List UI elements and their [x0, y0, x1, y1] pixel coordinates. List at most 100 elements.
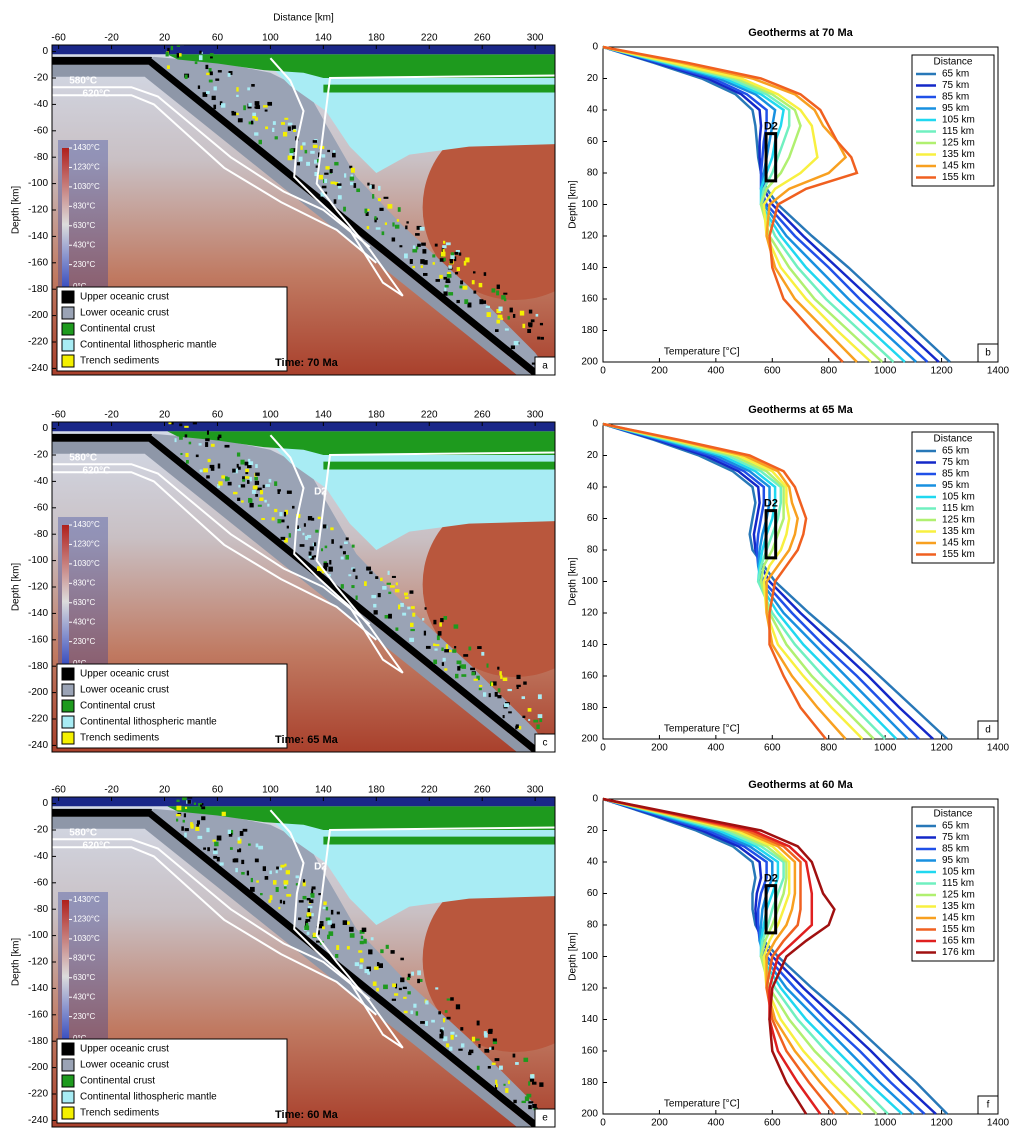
speckle	[422, 618, 424, 621]
y-axis-label: Depth [km]	[11, 938, 22, 987]
speckle	[185, 434, 188, 437]
speckle	[280, 900, 282, 904]
y-tick-label: -120	[28, 957, 48, 968]
speckle	[367, 183, 369, 186]
y-tick-label: -60	[34, 502, 49, 513]
y-tick-label: -200	[28, 1062, 48, 1073]
speckle	[378, 593, 381, 597]
y-tick-label: -20	[34, 73, 49, 84]
speckle	[298, 918, 301, 921]
speckle	[206, 91, 210, 94]
speckle	[358, 950, 362, 952]
speckle	[337, 912, 340, 915]
speckle	[417, 244, 421, 247]
speckle	[260, 490, 263, 494]
speckle	[177, 412, 179, 415]
speckle	[473, 291, 476, 294]
legend-label: 65 km	[942, 446, 969, 457]
speckle	[451, 252, 454, 255]
speckle	[450, 997, 454, 1000]
speckle	[177, 53, 179, 58]
speckle	[425, 1000, 428, 1004]
speckle	[443, 1036, 448, 1041]
speckle	[378, 186, 381, 191]
speckle	[308, 906, 312, 908]
x-tick-label: -20	[104, 33, 119, 44]
speckle	[264, 500, 266, 503]
speckle	[257, 488, 262, 491]
speckle	[307, 898, 311, 900]
speckle	[487, 663, 489, 667]
speckle	[345, 555, 349, 560]
speckle	[375, 576, 378, 579]
x-tick-label: -60	[51, 33, 66, 44]
speckle	[351, 168, 355, 173]
speckle	[455, 674, 458, 678]
speckle	[379, 208, 383, 211]
speckle	[392, 576, 396, 578]
speckle	[263, 485, 265, 488]
speckle	[416, 1011, 418, 1015]
y-tick-label: -40	[34, 99, 49, 110]
legend-label: 165 km	[942, 936, 975, 947]
speckle	[241, 484, 245, 487]
time-label: Time: 70 Ma	[275, 357, 339, 369]
speckle	[269, 479, 272, 483]
legend-swatch	[62, 1091, 74, 1103]
speckle	[288, 123, 293, 126]
speckle	[443, 291, 447, 295]
y-axis-label: Depth [km]	[11, 186, 22, 235]
speckle	[382, 231, 385, 235]
speckle	[497, 667, 499, 670]
speckle	[221, 475, 225, 478]
y-tick-label: 180	[581, 325, 598, 336]
speckle	[459, 252, 461, 255]
speckle	[519, 726, 522, 729]
speckle	[283, 901, 285, 904]
y-tick-label: 160	[581, 1046, 598, 1057]
speckle	[181, 826, 184, 830]
speckle	[185, 807, 187, 809]
y-axis-label: Depth [km]	[568, 557, 579, 606]
y-tick-label: 20	[587, 825, 599, 836]
panel-letter: a	[542, 361, 548, 372]
x-tick-label: 1000	[874, 366, 897, 377]
legend-swatch	[62, 355, 74, 367]
speckle	[386, 945, 389, 949]
speckle	[276, 867, 279, 870]
speckle	[496, 291, 499, 296]
colorbar	[62, 900, 69, 1039]
speckle	[390, 585, 395, 587]
y-tick-label: -240	[28, 740, 48, 751]
x-tick-label: 140	[315, 785, 332, 796]
speckle	[287, 491, 292, 494]
speckle	[515, 1062, 519, 1065]
speckle	[179, 405, 184, 408]
speckle	[377, 962, 379, 966]
speckle	[528, 719, 530, 721]
speckle	[433, 262, 435, 265]
legend-label: 155 km	[942, 924, 975, 935]
speckle	[461, 1043, 464, 1047]
colorbar-label: 630°C	[73, 221, 96, 230]
x-tick-label: 220	[421, 785, 438, 796]
speckle	[504, 703, 509, 707]
x-tick-label: -20	[104, 410, 119, 421]
speckle	[479, 299, 483, 304]
speckle	[263, 866, 266, 871]
speckle	[253, 486, 258, 490]
speckle	[255, 464, 258, 468]
y-tick-label: 0	[42, 423, 48, 434]
speckle	[324, 179, 327, 183]
speckle	[457, 666, 460, 671]
speckle	[213, 856, 217, 859]
speckle	[265, 126, 268, 129]
speckle	[222, 812, 226, 816]
speckle	[344, 542, 348, 545]
speckle	[477, 1021, 480, 1026]
speckle	[232, 112, 237, 116]
speckle	[313, 140, 317, 143]
x-tick-label: 1200	[930, 366, 953, 377]
speckle	[400, 958, 404, 961]
speckle	[424, 631, 426, 636]
